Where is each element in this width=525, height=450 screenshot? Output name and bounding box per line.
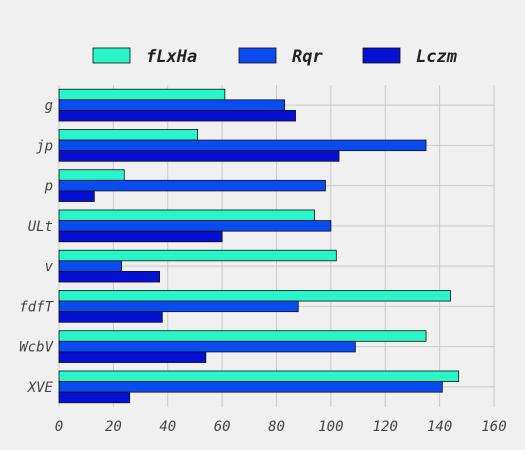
- x-tick-label: 0: [55, 419, 63, 435]
- bar-Rqr-fdfT: [58, 300, 299, 313]
- x-tick-label: 100: [318, 419, 343, 435]
- bar-Lczm-ULt: [58, 230, 223, 243]
- legend-label: fLxHa: [146, 47, 197, 67]
- y-tick-label: v: [45, 259, 54, 275]
- bar-Lczm-WcbV: [58, 351, 207, 363]
- y-tick-labels: g jp p ULt v fdfT WcbV XVE: [19, 98, 54, 396]
- legend: fLxHa Rqr Lczm: [92, 47, 458, 67]
- bar-fLxHa-XVE: [58, 370, 460, 382]
- bar-fLxHa-WcbV: [58, 330, 427, 342]
- bar-Rqr-g: [58, 99, 286, 111]
- x-tick-labels: 0 20 40 60 80 100 120 140 160: [55, 419, 507, 435]
- x-tick-label: 60: [214, 419, 231, 435]
- y-tick-label: p: [44, 179, 53, 195]
- bars: [58, 88, 460, 404]
- bar-Rqr-v: [58, 260, 122, 272]
- bar-fLxHa-jp: [58, 129, 199, 141]
- bar-Rqr-jp: [58, 139, 427, 152]
- bar-Lczm-p: [58, 190, 95, 202]
- bar-Lczm-fdfT: [58, 311, 163, 323]
- legend-label: Lczm: [416, 47, 458, 67]
- bar-Rqr-WcbV: [58, 340, 356, 353]
- legend-swatch: [362, 47, 401, 64]
- bar-fLxHa-v: [58, 249, 337, 262]
- bar-Lczm-g: [58, 110, 296, 122]
- y-tick-label: XVE: [27, 380, 54, 396]
- x-tick-label: 140: [427, 419, 452, 435]
- legend-swatch: [92, 47, 131, 64]
- y-tick-label: g: [45, 98, 53, 114]
- x-tick-label: 40: [159, 419, 176, 435]
- legend-swatch: [238, 47, 277, 64]
- x-tick-label: 20: [105, 419, 122, 435]
- bar-Lczm-XVE: [58, 391, 131, 404]
- x-tick-label: 160: [481, 419, 506, 435]
- legend-label: Rqr: [292, 47, 323, 67]
- bar-fLxHa-g: [58, 88, 226, 101]
- bar-fLxHa-fdfT: [58, 290, 451, 302]
- bar-fLxHa-ULt: [58, 209, 315, 221]
- bar-Rqr-ULt: [58, 220, 332, 232]
- x-tick-label: 80: [268, 419, 285, 435]
- y-tick-label: ULt: [28, 219, 53, 235]
- bar-fLxHa-p: [58, 169, 125, 181]
- y-tick-label: WcbV: [19, 340, 54, 356]
- x-tick-label: 120: [373, 419, 398, 435]
- bar-Lczm-jp: [58, 150, 340, 162]
- y-tick-label: jp: [36, 138, 53, 154]
- bar-Lczm-v: [58, 271, 160, 283]
- y-tick-label: fdfT: [19, 299, 54, 315]
- bar-Rqr-p: [58, 179, 326, 192]
- bar-Rqr-XVE: [58, 381, 443, 393]
